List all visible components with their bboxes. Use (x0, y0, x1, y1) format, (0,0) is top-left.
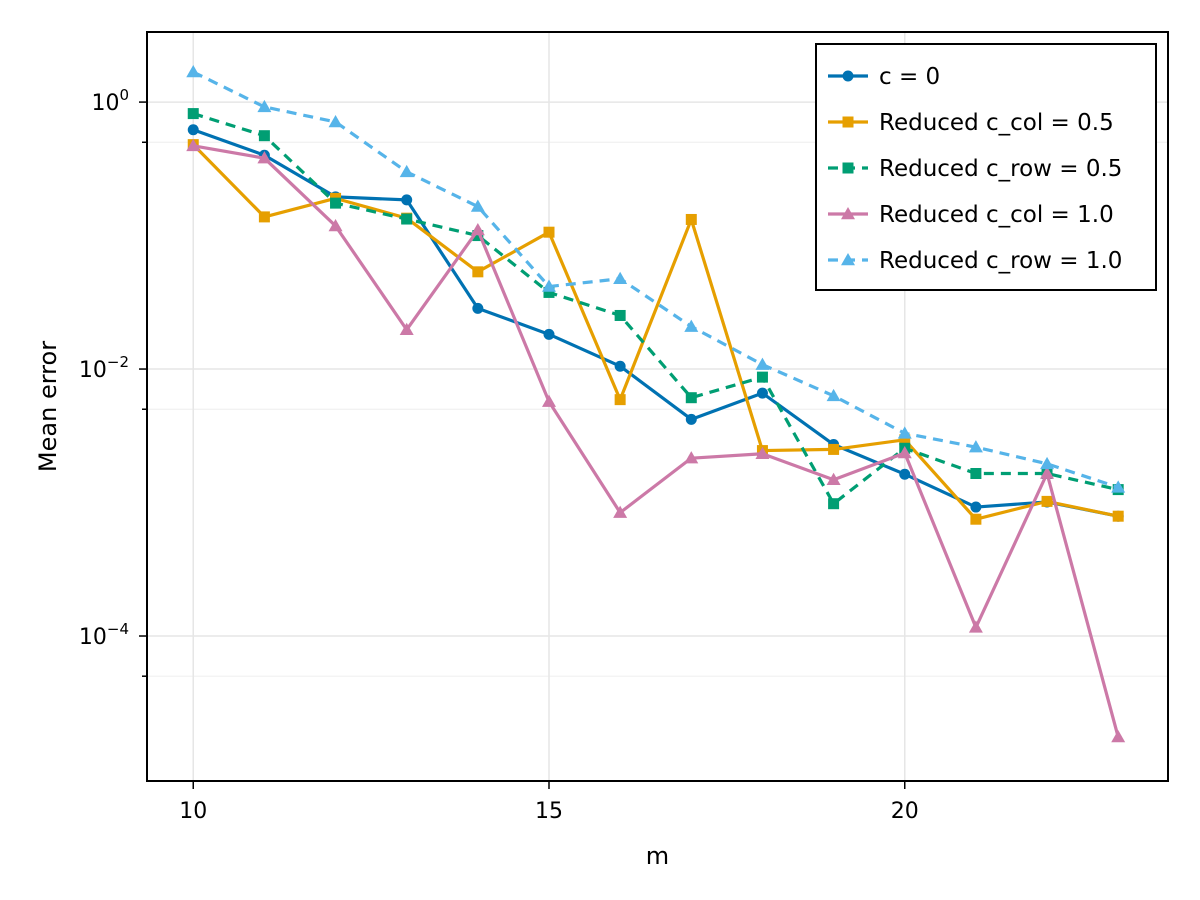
legend-item: Reduced c_row = 1.0 (828, 248, 1122, 274)
series-4 (186, 65, 1126, 493)
data-point (685, 392, 697, 404)
data-point (613, 271, 628, 284)
data-point (970, 513, 982, 525)
data-point (541, 279, 556, 292)
series-3 (186, 138, 1126, 743)
data-point (1111, 480, 1126, 493)
data-point (970, 468, 982, 480)
data-point (187, 108, 199, 120)
data-point (541, 394, 556, 407)
x-tick-label: 15 (535, 799, 563, 824)
legend-item: Reduced c_row = 0.5 (828, 156, 1122, 182)
x-tick-label: 10 (179, 799, 207, 824)
data-point (755, 357, 770, 370)
axis-ticks: 100 10−2 10−4 10 15 20 (79, 86, 919, 824)
legend-label: Reduced c_row = 0.5 (879, 156, 1122, 182)
series-layer (186, 65, 1126, 743)
data-point (968, 440, 983, 453)
legend-box (815, 43, 1157, 291)
legend: c = 0 Reduced c_col = 0.5 Reduced c_row = … (815, 43, 1157, 291)
legend-label: c = 0 (879, 64, 940, 90)
data-point (685, 213, 697, 225)
legend-marker (842, 70, 854, 82)
data-point (685, 413, 697, 425)
data-point (399, 322, 414, 335)
data-point (684, 451, 699, 464)
data-point (470, 223, 485, 236)
legend-marker (842, 162, 854, 174)
data-point (543, 226, 555, 238)
data-point (186, 65, 201, 78)
y-tick-label: 100 (91, 86, 129, 116)
data-point (897, 426, 912, 439)
data-point (401, 213, 413, 225)
data-point (1041, 495, 1053, 507)
data-point (470, 199, 485, 212)
data-point (756, 387, 768, 399)
series-line (192, 128, 1119, 518)
data-point (328, 114, 343, 128)
x-axis-label: m (646, 842, 669, 870)
data-point (258, 130, 270, 142)
data-point (755, 446, 770, 459)
data-point (1040, 466, 1055, 479)
data-point (472, 302, 484, 314)
data-point (187, 124, 199, 136)
legend-marker (842, 116, 854, 128)
series-line (192, 144, 1120, 738)
data-point (826, 388, 841, 402)
data-point (1040, 456, 1055, 470)
data-point (756, 371, 768, 383)
legend-item: Reduced c_col = 1.0 (828, 202, 1114, 228)
series-line (192, 143, 1119, 521)
data-point (899, 434, 911, 446)
data-point (257, 99, 272, 113)
data-point (399, 164, 414, 178)
grid (147, 32, 1168, 781)
data-point (258, 211, 270, 223)
data-point (828, 443, 840, 455)
data-point (613, 505, 628, 518)
data-point (186, 138, 201, 152)
data-point (1111, 730, 1126, 743)
y-tick-label: 10−4 (79, 620, 129, 650)
data-point (899, 468, 911, 480)
data-point (826, 472, 841, 486)
legend-label: Reduced c_row = 1.0 (879, 248, 1122, 274)
data-point (330, 197, 342, 209)
plot-frame (146, 31, 1169, 782)
data-point (472, 230, 484, 242)
legend-marker (841, 253, 855, 266)
legend-label: Reduced c_col = 0.5 (879, 110, 1114, 136)
data-point (543, 328, 555, 340)
legend-label: Reduced c_col = 1.0 (879, 202, 1114, 228)
x-tick-label: 20 (891, 799, 919, 824)
legend-item: Reduced c_col = 0.5 (828, 110, 1114, 136)
data-point (968, 620, 983, 633)
data-point (684, 319, 699, 332)
y-tick-label: 10−2 (79, 353, 129, 383)
data-point (828, 498, 840, 510)
data-point (1112, 510, 1124, 522)
data-point (614, 394, 626, 406)
data-point (897, 446, 912, 459)
legend-item: c = 0 (828, 64, 940, 90)
data-point (543, 286, 555, 298)
data-point (401, 194, 413, 206)
data-point (614, 360, 626, 372)
data-point (328, 218, 343, 232)
data-point (257, 151, 272, 164)
data-point (614, 309, 626, 321)
legend-marker (841, 207, 855, 220)
data-point (970, 501, 982, 513)
data-point (472, 266, 484, 278)
y-axis-label: Mean error (34, 341, 62, 472)
